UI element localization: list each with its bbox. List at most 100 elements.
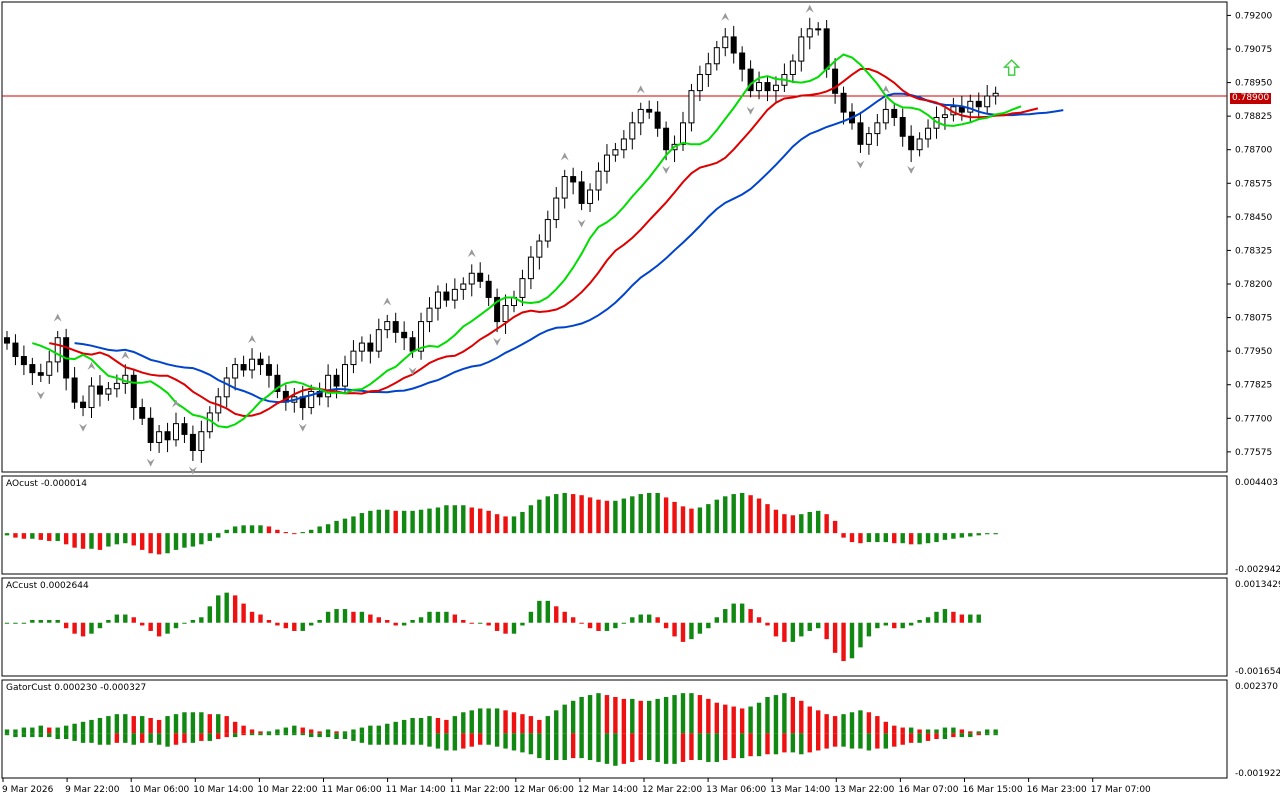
ac-bar xyxy=(97,622,103,629)
ao-bar xyxy=(959,533,965,538)
gator-upper-bar xyxy=(359,727,365,734)
ao-bar xyxy=(317,526,322,534)
gator-lower-bar xyxy=(773,733,779,755)
gator-lower-bar xyxy=(841,733,846,747)
candle-body xyxy=(350,350,357,366)
candle-body xyxy=(941,114,948,118)
ao-bar xyxy=(951,533,956,539)
time-tick-label: 16 Mar 07:00 xyxy=(898,785,958,795)
candle-body xyxy=(925,127,932,140)
ao-bar xyxy=(765,504,770,534)
ao-bar xyxy=(292,533,297,535)
gator-lower-bar xyxy=(731,733,736,759)
candle-body xyxy=(663,127,670,151)
candle-body xyxy=(198,431,205,452)
gator-lower-bar xyxy=(520,733,525,753)
ac-bar xyxy=(714,617,719,623)
ac-bar xyxy=(427,611,432,623)
ac-bar xyxy=(190,620,196,623)
gator-lower-bar xyxy=(249,733,255,736)
fractal-up-marker xyxy=(560,152,569,161)
ac-bar xyxy=(55,620,60,623)
ao-bar xyxy=(342,518,348,534)
candle-body xyxy=(629,122,636,140)
gator-upper-bar xyxy=(689,693,694,734)
gator-lower-bar xyxy=(89,733,94,743)
candle-body xyxy=(722,36,729,49)
ac-bar xyxy=(478,622,483,624)
ao-bar xyxy=(55,533,60,541)
alligator-lips-line xyxy=(31,53,1022,429)
candle-body xyxy=(418,321,425,352)
ac-bar xyxy=(393,622,398,626)
candle-body xyxy=(637,108,644,124)
gator-upper-bar xyxy=(325,729,331,734)
gator-lower-bar xyxy=(4,733,10,736)
gator-upper-bar xyxy=(756,702,762,734)
ao-bar xyxy=(359,513,365,534)
ac-bar xyxy=(587,622,593,629)
ao-bar xyxy=(985,533,990,535)
gator-lower-bar xyxy=(942,733,948,740)
gator-upper-bar xyxy=(697,695,703,734)
ao-bar xyxy=(596,499,601,534)
candle-body xyxy=(265,364,272,376)
gator-lower-bar xyxy=(562,733,567,761)
gator-lower-bar xyxy=(866,733,872,751)
gator-lower-bar xyxy=(47,733,52,738)
price-tick-label: 0.78950 xyxy=(1235,79,1272,89)
current-price-tag: 0.78900 xyxy=(1230,93,1272,104)
gator-lower-bar xyxy=(917,733,922,743)
time-tick-label: 11 Mar 14:00 xyxy=(386,785,446,795)
ac-bar xyxy=(596,622,601,631)
ac-bar xyxy=(21,622,27,624)
ao-bar xyxy=(858,533,863,544)
ac-bar xyxy=(376,617,381,623)
candle-body xyxy=(460,283,467,290)
gator-lower-bar xyxy=(723,733,728,761)
candle-body xyxy=(12,342,19,358)
ao-bar xyxy=(993,533,998,535)
candle-body xyxy=(713,47,720,65)
gator-upper-bar xyxy=(494,708,500,734)
ac-bar xyxy=(968,614,973,623)
candle-body xyxy=(147,417,154,443)
gator-upper-bar xyxy=(469,710,474,734)
ac-bar xyxy=(469,622,474,624)
gator-upper-bar xyxy=(435,717,441,734)
gator-lower-bar xyxy=(790,733,796,753)
gator-upper-bar xyxy=(165,716,170,734)
candle-body xyxy=(468,272,475,285)
candle-body xyxy=(156,431,163,443)
gator-lower-bar xyxy=(207,733,212,741)
gator-lower-bar xyxy=(385,733,390,745)
gator-upper-bar xyxy=(816,710,821,734)
candle-body xyxy=(612,149,619,156)
gator-lower-bar xyxy=(554,733,559,761)
gator-upper-bar xyxy=(866,712,872,734)
gator-lower-bar xyxy=(697,733,703,761)
ao-bar xyxy=(621,498,627,534)
gator-upper-bar xyxy=(621,698,627,734)
candle-body xyxy=(173,423,179,441)
ac-bar xyxy=(486,622,491,626)
ac-bar xyxy=(207,606,212,623)
candle-body xyxy=(603,154,610,172)
gator-upper-bar xyxy=(47,727,52,734)
gator-lower-bar xyxy=(72,733,77,741)
candle-body xyxy=(561,176,568,199)
ac-bar xyxy=(554,606,559,623)
gator-lower-bar xyxy=(393,733,398,745)
fractal-down-marker xyxy=(298,423,307,432)
ao-bar xyxy=(89,533,94,549)
pane-frame-ac xyxy=(1,577,1228,677)
candle-body xyxy=(527,256,534,280)
ao-bar xyxy=(731,494,736,534)
gator-lower-bar xyxy=(663,733,669,764)
ao-bar xyxy=(410,510,415,534)
gator-upper-bar xyxy=(418,717,424,734)
gator-lower-bar xyxy=(570,733,576,759)
candle-body xyxy=(815,28,822,31)
ac-bar xyxy=(359,611,365,623)
